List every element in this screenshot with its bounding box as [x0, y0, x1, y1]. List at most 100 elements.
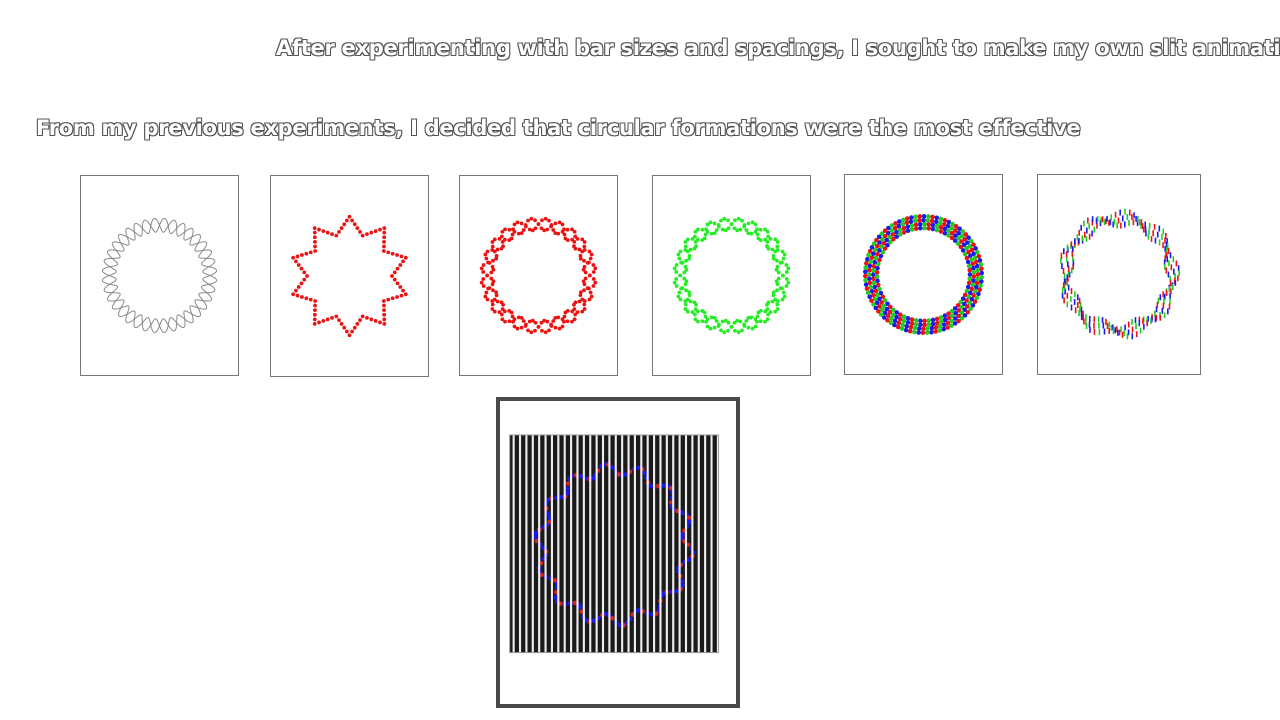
ring-dash: [1131, 213, 1133, 220]
star-dot: [313, 244, 317, 249]
slit-bar: [550, 434, 554, 653]
ring-dot: [533, 328, 537, 333]
ring-dot: [726, 218, 730, 223]
slit-ring-dot: [591, 618, 597, 623]
ring-dash: [1156, 301, 1159, 308]
ring-dot: [543, 330, 548, 335]
star-dot: [350, 329, 355, 334]
ring-dash: [1135, 323, 1137, 330]
ring-dash: [1082, 310, 1084, 317]
ring-dot: [674, 284, 679, 288]
band-dot: [872, 296, 878, 302]
band-dot: [876, 309, 881, 314]
ring-dot: [703, 314, 708, 319]
ring-dash: [1105, 218, 1107, 225]
ring-dash: [1158, 225, 1161, 232]
band-dot: [921, 326, 926, 332]
slit-bar: [627, 434, 630, 653]
ring-dot: [723, 228, 728, 233]
band-dot: [863, 265, 868, 270]
band-dot: [975, 268, 980, 273]
ring-dot: [519, 325, 524, 330]
band-dot: [929, 325, 935, 331]
ring-dot: [709, 231, 714, 236]
star-dot: [300, 253, 304, 257]
ring-dot: [573, 234, 578, 239]
ring-dot: [687, 293, 692, 298]
ring-dot: [589, 252, 594, 257]
ring-dash: [1137, 215, 1139, 222]
ring-dot: [500, 239, 505, 244]
ring-dot: [729, 324, 734, 329]
band-dot: [934, 316, 940, 322]
ring-dot: [497, 236, 502, 241]
band-dot: [969, 286, 975, 292]
star-dot: [300, 295, 304, 299]
band-dot: [979, 270, 985, 276]
band-dot: [877, 240, 882, 245]
star-dot: [339, 226, 344, 230]
ring-dot: [580, 309, 585, 314]
ring-dash: [1127, 329, 1130, 336]
ring-dash: [1079, 305, 1081, 312]
ring-dash: [1112, 324, 1114, 331]
ring-dot: [684, 258, 688, 263]
ring-dash: [1074, 291, 1076, 298]
band-dot: [959, 305, 964, 310]
ring-dash: [1061, 263, 1063, 269]
ring-dot: [481, 284, 486, 288]
star-dot: [313, 249, 318, 253]
slit-bar: [512, 434, 515, 653]
ring-dash: [1060, 257, 1062, 264]
band-dot: [942, 226, 948, 232]
band-dot: [929, 329, 934, 335]
band-dot: [897, 227, 903, 233]
ring-dot: [781, 290, 786, 295]
ring-dot: [746, 221, 751, 226]
ring-dash: [1082, 314, 1085, 321]
band-dot: [917, 214, 923, 219]
ring-dash: [1091, 230, 1093, 237]
band-dot: [969, 247, 975, 253]
band-dot: [887, 234, 893, 240]
band-dot: [933, 329, 938, 334]
band-dot: [873, 305, 879, 311]
band-dot: [895, 324, 901, 330]
ring-dot: [684, 267, 689, 272]
band-dot: [916, 330, 921, 335]
ring-dash: [1165, 232, 1167, 239]
star-dot: [373, 319, 378, 323]
ring-dash: [1098, 322, 1100, 329]
star-dot: [381, 249, 386, 253]
ring-dot: [726, 226, 731, 231]
ring-dash: [1063, 283, 1066, 290]
star-dot: [330, 316, 334, 320]
band-dot: [872, 247, 878, 253]
ring-dash: [1168, 286, 1171, 293]
ring-dash: [1163, 259, 1166, 266]
ring-dot: [512, 324, 517, 329]
band-dot: [882, 233, 888, 239]
ring-dot: [556, 231, 561, 236]
ring-dot: [581, 267, 586, 272]
ring-dash: [1164, 246, 1166, 253]
ring-dash: [1108, 328, 1110, 334]
star-dot: [312, 235, 317, 240]
ring-dot: [582, 302, 587, 307]
ring-dot: [690, 236, 695, 241]
band-dot: [880, 249, 886, 255]
band-dot: [925, 326, 930, 331]
ring-dot: [683, 248, 688, 252]
ring-dot: [714, 228, 719, 232]
band-dot: [956, 308, 962, 313]
ring-dot: [490, 302, 495, 307]
ring-dot: [775, 244, 780, 249]
ring-dot: [524, 322, 528, 327]
ring-dash: [1076, 294, 1079, 301]
star-dot: [378, 320, 382, 325]
ring-dot: [693, 317, 698, 322]
band-dot: [880, 294, 886, 300]
star-dot: [294, 259, 298, 264]
band-dot: [909, 317, 915, 322]
ring-dot: [778, 286, 783, 290]
